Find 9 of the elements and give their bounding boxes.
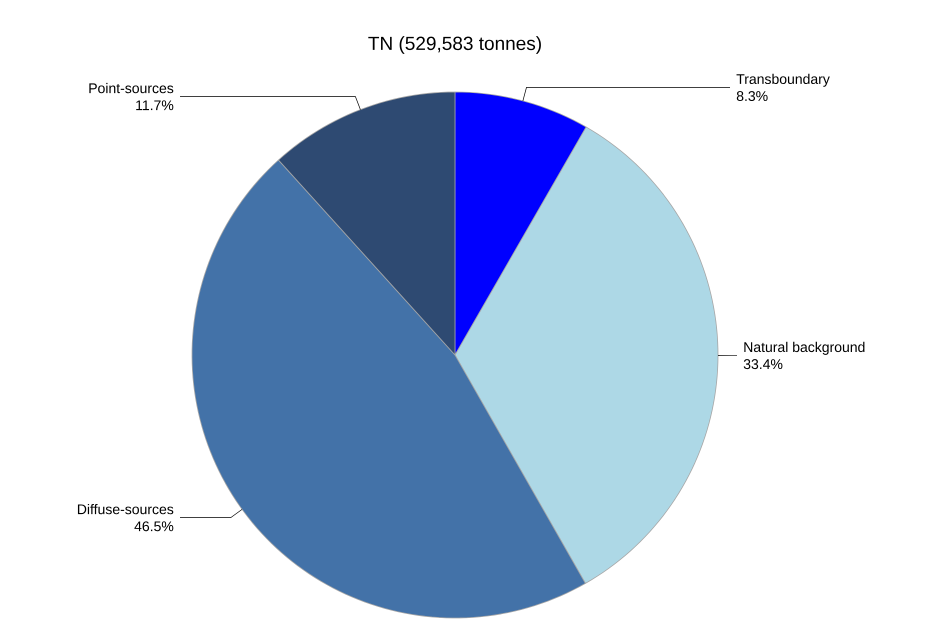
chart-title: TN (529,583 tonnes) xyxy=(368,36,541,54)
slice-label: Diffuse-sources xyxy=(78,504,174,514)
slice-label: Natural background xyxy=(744,342,864,355)
data-label: 11.7% xyxy=(136,100,174,110)
data-label: 46.5% xyxy=(134,521,174,532)
slice-label: Transboundary xyxy=(736,74,830,87)
slice-label: Point-sources xyxy=(89,82,174,94)
data-label: 8.3% xyxy=(736,91,768,102)
data-label: 33.4% xyxy=(744,359,782,370)
